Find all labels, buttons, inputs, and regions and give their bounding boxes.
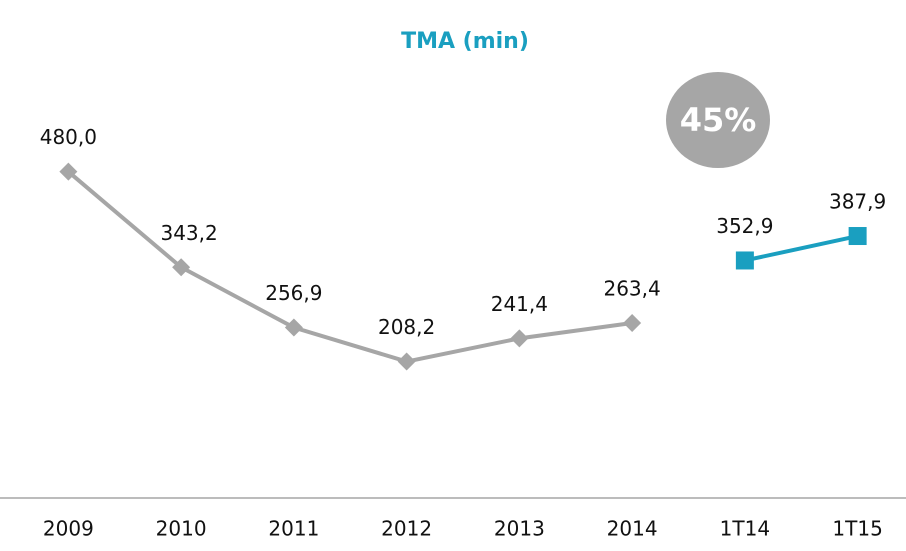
x-tick-label: 2009 [43, 517, 94, 541]
marker [284, 318, 303, 337]
data-label: 208,2 [378, 315, 435, 339]
marker [172, 258, 191, 277]
chart-title: TMA (min) [401, 29, 529, 54]
data-label: 263,4 [603, 276, 660, 300]
marker [397, 352, 416, 371]
data-label: 387,9 [829, 190, 886, 214]
series-line [744, 234, 859, 263]
series-line [67, 170, 633, 364]
x-tick-label: 2013 [494, 517, 545, 541]
annotation: 45% [680, 101, 757, 139]
data-label: 480,0 [40, 125, 97, 149]
data-label: 256,9 [265, 281, 322, 305]
data-label: 241,4 [491, 292, 548, 316]
x-tick-label: 1T15 [832, 517, 882, 541]
marker [59, 162, 78, 181]
annotation-bubble [666, 72, 770, 168]
x-tick-label: 2011 [268, 517, 319, 541]
x-tick-label: 2010 [156, 517, 207, 541]
data-label: 352,9 [716, 214, 773, 238]
data-label: 343,2 [160, 221, 217, 245]
x-tick-label: 2012 [381, 517, 432, 541]
marker [510, 329, 529, 348]
x-tick-label: 2014 [607, 517, 658, 541]
marker [623, 313, 642, 332]
x-tick-label: 1T14 [720, 517, 770, 541]
marker [848, 227, 867, 246]
marker [735, 251, 754, 270]
